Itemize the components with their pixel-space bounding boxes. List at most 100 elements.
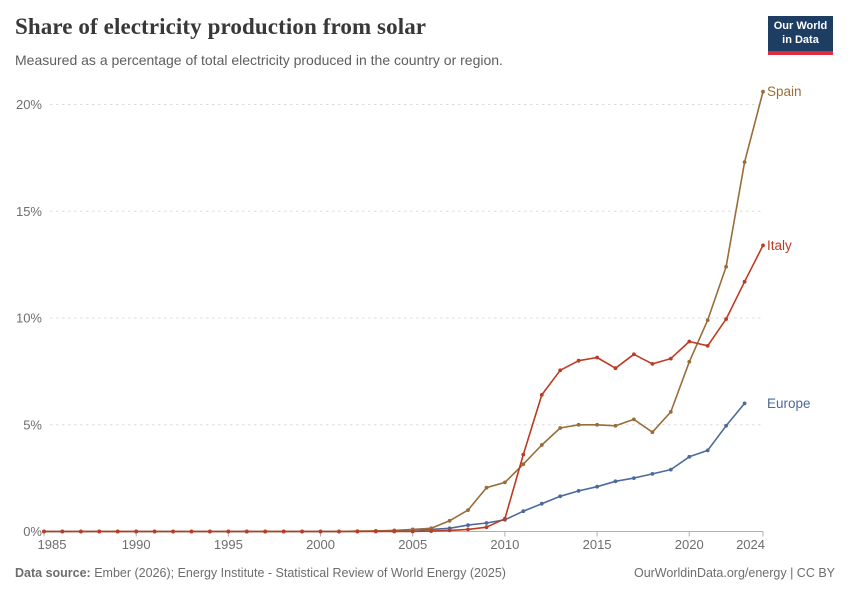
series-label-spain[interactable]: Spain xyxy=(767,84,802,99)
series-point-italy xyxy=(189,529,194,534)
series-point-italy xyxy=(79,529,83,534)
series-point-italy xyxy=(724,317,728,321)
series-point-spain xyxy=(539,443,544,447)
chart-title: Share of electricity production from sol… xyxy=(15,14,427,39)
series-point-italy xyxy=(576,358,581,363)
series-point-europe xyxy=(687,454,692,459)
series-point-italy xyxy=(668,356,673,361)
series-point-spain xyxy=(447,518,452,523)
series-point-spain xyxy=(724,264,728,269)
series-point-spain xyxy=(576,422,581,427)
x-tick-label-2015: 2015 xyxy=(583,537,612,552)
series-point-italy xyxy=(521,452,526,457)
series-point-europe xyxy=(613,479,618,484)
x-tick-label-1995: 1995 xyxy=(214,537,243,552)
x-tick-label-1990: 1990 xyxy=(122,537,151,552)
series-point-italy xyxy=(226,529,231,534)
y-tick-label-15%: 15% xyxy=(16,204,42,219)
owid-logo-line2: in Data xyxy=(782,33,819,46)
series-point-spain xyxy=(595,422,599,427)
series-point-italy xyxy=(558,368,563,373)
series-point-spain xyxy=(650,430,655,435)
series-point-italy xyxy=(429,529,434,533)
series-point-spain xyxy=(705,318,710,322)
series-point-europe xyxy=(558,494,563,499)
series-point-italy xyxy=(263,529,268,534)
series-point-europe xyxy=(742,401,747,406)
series-point-europe xyxy=(576,489,581,493)
series-point-italy xyxy=(60,529,65,534)
series-point-italy xyxy=(281,529,286,534)
series-point-spain xyxy=(742,160,747,164)
owid-logo[interactable]: Our World in Data xyxy=(768,16,833,55)
series-point-spain xyxy=(687,359,692,364)
line-chart[interactable]: 0% 5% 10% 15% 20% 1985 1990 1995 2000 2005 2010 201… xyxy=(0,80,850,570)
series-point-europe xyxy=(650,472,655,476)
y-tick-label-20%: 20% xyxy=(16,97,42,112)
series-point-europe xyxy=(466,523,470,527)
series-point-europe xyxy=(668,467,673,472)
footer-credit-license: | CC BY xyxy=(786,566,835,580)
series-point-spain xyxy=(761,89,765,94)
series-point-italy xyxy=(410,529,415,534)
series-point-spain xyxy=(466,508,470,512)
series-point-italy xyxy=(687,339,692,344)
series-point-italy xyxy=(134,529,139,534)
series-point-italy xyxy=(705,343,710,348)
series-point-spain xyxy=(429,526,434,531)
series-point-europe xyxy=(724,423,728,428)
footer-credit-link[interactable]: OurWorldinData.org/energy xyxy=(633,566,787,580)
series-point-spain xyxy=(484,485,489,490)
series-point-italy xyxy=(503,516,507,521)
data-source-note: Data source: Ember (2026); Energy Instit… xyxy=(15,566,506,580)
series-point-italy xyxy=(355,529,360,534)
series-line-italy xyxy=(43,244,764,533)
series-point-italy xyxy=(632,352,636,357)
data-source-text: Ember (2026); Energy Institute - Statist… xyxy=(90,566,506,580)
series-point-italy xyxy=(466,527,470,532)
series-point-italy xyxy=(447,528,452,533)
series-point-europe xyxy=(539,501,544,506)
x-tick-label-2020: 2020 xyxy=(675,537,704,552)
chart-footer: Data source: Ember (2026); Energy Instit… xyxy=(15,566,835,580)
series-point-spain xyxy=(558,426,563,430)
series-line-spain xyxy=(43,90,764,533)
series-point-italy xyxy=(208,529,212,534)
series-point-italy xyxy=(152,529,157,534)
series-label-europe[interactable]: Europe xyxy=(767,396,811,411)
x-tick-label-2010: 2010 xyxy=(490,537,519,552)
footer-credit: OurWorldinData.org/energy | CC BY xyxy=(634,566,835,580)
y-tick-label-5%: 5% xyxy=(23,417,42,432)
series-point-spain xyxy=(613,423,618,428)
series-point-europe xyxy=(705,448,710,453)
series-point-italy xyxy=(484,525,489,530)
series-point-italy xyxy=(171,529,176,534)
x-tick-label-1985: 1985 xyxy=(38,537,67,552)
series-point-italy xyxy=(373,529,378,534)
series-point-spain xyxy=(521,462,526,467)
data-source-label: Data source: xyxy=(15,566,91,580)
series-point-italy xyxy=(244,529,249,534)
y-tick-label-10%: 10% xyxy=(16,311,42,326)
series-point-italy xyxy=(595,355,599,360)
owid-logo-line1: Our World xyxy=(773,20,828,32)
series-point-italy xyxy=(761,243,765,248)
series-point-europe xyxy=(521,509,526,514)
series-point-spain xyxy=(632,417,636,422)
series-point-italy xyxy=(650,362,655,366)
series-point-italy xyxy=(392,529,397,534)
series-point-europe xyxy=(484,521,489,525)
series-point-europe xyxy=(595,484,599,489)
series-point-italy xyxy=(539,393,544,397)
y-tick-label-0%: 0% xyxy=(23,524,42,539)
series-point-italy xyxy=(300,529,304,534)
x-tick-label-2000: 2000 xyxy=(306,537,335,552)
series-point-italy xyxy=(97,529,102,534)
series-point-italy xyxy=(337,529,341,534)
series-point-italy xyxy=(318,529,323,534)
series-point-italy xyxy=(115,529,120,534)
series-label-italy[interactable]: Italy xyxy=(767,238,792,253)
x-tick-label-2024: 2024 xyxy=(736,537,765,552)
x-tick-label-2005: 2005 xyxy=(398,537,427,552)
